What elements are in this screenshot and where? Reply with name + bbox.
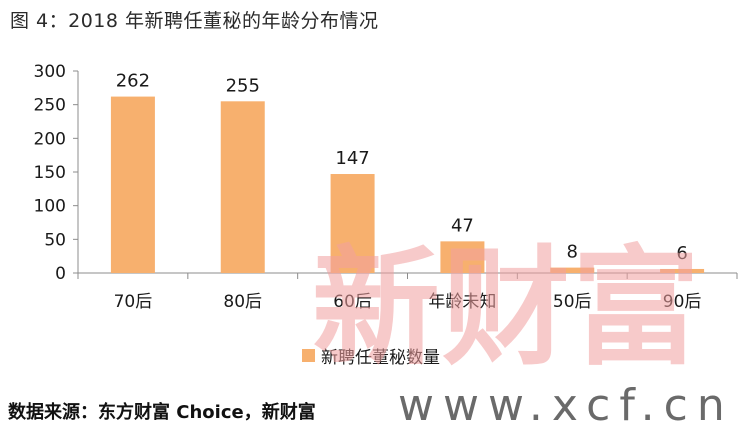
source-note: 数据来源：东方财富 Choice，新财富 [8, 402, 316, 423]
x-tick-label: 年龄未知 [428, 292, 496, 312]
bar [660, 268, 705, 273]
y-tick-label: 300 [34, 62, 66, 82]
legend-label: 新聘任董秘数量 [321, 348, 440, 368]
data-label: 147 [335, 148, 369, 169]
data-label: 8 [567, 242, 578, 263]
data-label: 262 [116, 71, 150, 92]
y-tick-label: 250 [34, 96, 66, 116]
y-tick-label: 0 [55, 264, 66, 284]
data-label: 255 [226, 75, 260, 96]
y-tick-label: 50 [44, 230, 66, 250]
legend-swatch [302, 349, 315, 362]
y-tick-label: 200 [34, 129, 66, 149]
x-tick-label: 50后 [553, 292, 592, 312]
bar [550, 267, 595, 273]
bar [330, 174, 375, 273]
x-tick-label: 80后 [223, 292, 262, 312]
chart-legend: 新聘任董秘数量 [302, 343, 440, 368]
watermark-url: www.xcf.cn [398, 380, 734, 431]
x-tick-label: 70后 [114, 292, 153, 312]
y-tick-label: 100 [34, 197, 66, 217]
bar [220, 101, 265, 273]
y-tick-label: 150 [34, 163, 66, 183]
x-tick-label: 60后 [333, 292, 372, 312]
data-label: 6 [676, 243, 687, 264]
bar [440, 241, 485, 273]
watermark-brand: 新财富 [312, 233, 703, 383]
x-tick-label: 90后 [663, 292, 702, 312]
data-label: 47 [451, 215, 474, 236]
bar [110, 96, 155, 273]
figure-title: 图 4：2018 年新聘任董秘的年龄分布情况 [10, 10, 379, 32]
